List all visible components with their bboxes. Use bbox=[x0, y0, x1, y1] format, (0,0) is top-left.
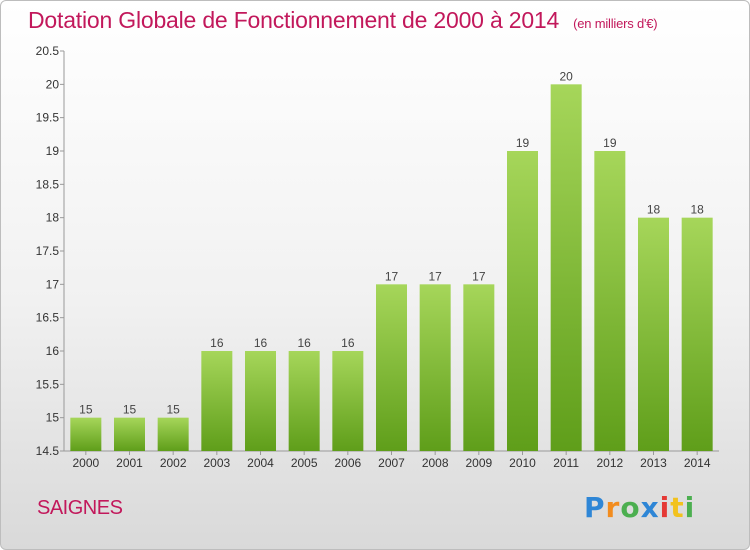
x-tick-label-2001: 2001 bbox=[116, 456, 143, 470]
axes: 14.5 15 15.5 16 16.5 17 17.5 18 18.5 19 19.5 20 20.5 bbox=[36, 44, 719, 458]
brand-letter: t bbox=[670, 491, 685, 524]
y-tick-label: 20.5 bbox=[36, 44, 60, 58]
chart-title-text: Dotation Globale de Fonctionnement de 20… bbox=[28, 7, 560, 33]
y-tick-label: 19.5 bbox=[36, 111, 60, 125]
x-tick-label-2007: 2007 bbox=[378, 456, 405, 470]
bar-2000 bbox=[70, 417, 102, 451]
bar-2010 bbox=[507, 151, 538, 451]
value-label-2008: 17 bbox=[428, 269, 442, 283]
x-tick-label-2009: 2009 bbox=[465, 456, 492, 470]
x-tick-label-2010: 2010 bbox=[509, 456, 536, 470]
bar-2003 bbox=[201, 351, 233, 451]
value-label-2012: 19 bbox=[603, 136, 617, 150]
bar-2011 bbox=[550, 84, 582, 451]
x-tick-label-2004: 2004 bbox=[247, 456, 274, 470]
value-label-2005: 16 bbox=[297, 336, 311, 350]
y-tick-label: 20 bbox=[46, 77, 60, 91]
brand-letter: o bbox=[620, 491, 641, 524]
bar-2012 bbox=[594, 151, 626, 451]
value-label-2014: 18 bbox=[690, 203, 704, 217]
value-label-2000: 15 bbox=[79, 403, 93, 417]
y-tick-label: 18 bbox=[46, 211, 60, 225]
value-label-2013: 18 bbox=[647, 203, 661, 217]
bar-2009 bbox=[463, 284, 495, 451]
brand-letter: P bbox=[584, 491, 606, 524]
commune-name: SAIGNES bbox=[37, 497, 123, 519]
x-tick-label-2006: 2006 bbox=[334, 456, 361, 470]
brand-letter: i bbox=[659, 491, 671, 524]
value-label-2001: 15 bbox=[123, 403, 137, 417]
x-tick-label-2011: 2011 bbox=[553, 456, 579, 470]
value-label-2009: 17 bbox=[472, 269, 486, 283]
value-label-2011: 20 bbox=[559, 69, 573, 83]
bar-2014 bbox=[681, 217, 713, 451]
x-tick-label-2005: 2005 bbox=[291, 456, 318, 470]
y-tick-label: 15 bbox=[46, 411, 60, 425]
bar-2013 bbox=[638, 217, 669, 451]
x-tick-label-2008: 2008 bbox=[422, 456, 449, 470]
y-tick-label: 14.5 bbox=[36, 444, 60, 458]
value-label-2002: 15 bbox=[166, 403, 180, 417]
x-tick-label-2013: 2013 bbox=[640, 456, 667, 470]
y-tick-label: 16 bbox=[46, 344, 60, 358]
bar-2004 bbox=[245, 351, 276, 451]
value-label-2006: 16 bbox=[341, 336, 355, 350]
y-tick-label: 19 bbox=[46, 144, 60, 158]
x-tick-label-2000: 2000 bbox=[72, 456, 99, 470]
x-tick-label-2012: 2012 bbox=[596, 456, 623, 470]
y-tick-label: 17 bbox=[46, 277, 60, 291]
brand-letter: x bbox=[640, 491, 660, 524]
x-tick-label-2002: 2002 bbox=[160, 456, 187, 470]
bar-2005 bbox=[288, 351, 320, 451]
brand-letter: r bbox=[605, 491, 621, 524]
labels: 15 2000 15 2001 15 2002 16 2003 16 2004 16 2005 16 20… bbox=[72, 69, 710, 470]
y-tick-label: 18.5 bbox=[36, 177, 60, 191]
y-tick-label: 15.5 bbox=[36, 377, 60, 391]
bar-2002 bbox=[157, 417, 189, 451]
bar-2006 bbox=[332, 351, 364, 451]
bar-2007 bbox=[376, 284, 407, 451]
value-label-2007: 17 bbox=[385, 269, 399, 283]
y-tick-label: 17.5 bbox=[36, 244, 60, 258]
brand-letter: i bbox=[684, 491, 696, 524]
chart-title: Dotation Globale de Fonctionnement de 20… bbox=[28, 7, 658, 34]
value-label-2003: 16 bbox=[210, 336, 224, 350]
value-label-2004: 16 bbox=[254, 336, 268, 350]
x-tick-label-2014: 2014 bbox=[684, 456, 711, 470]
bar-2001 bbox=[114, 417, 145, 451]
value-label-2010: 19 bbox=[516, 136, 530, 150]
bar-2008 bbox=[419, 284, 451, 451]
bars bbox=[70, 84, 713, 451]
brand-logo: Proxiti bbox=[584, 491, 695, 524]
chart-subtitle: (en milliers d'€) bbox=[573, 16, 658, 31]
x-tick-label-2003: 2003 bbox=[203, 456, 230, 470]
y-tick-label: 16.5 bbox=[36, 311, 60, 325]
